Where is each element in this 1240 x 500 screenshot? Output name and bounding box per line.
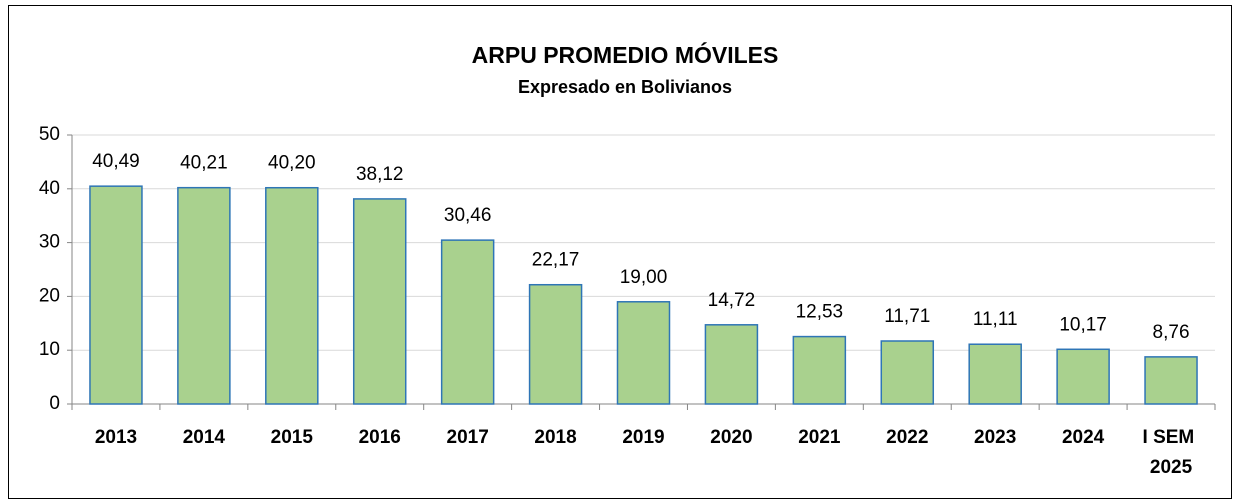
x-tick-label: 2017 [447, 427, 489, 448]
bar [968, 343, 1022, 405]
x-tick-label: 2014 [183, 427, 226, 448]
bar [704, 324, 759, 405]
chart-subtitle: Expresado en Bolivianos [518, 77, 732, 97]
x-tick-label: I SEM 2025 [1143, 427, 1200, 478]
data-label: 30,46 [444, 205, 492, 226]
bar [1056, 348, 1110, 405]
y-tick-label: 10 [39, 339, 60, 360]
bar [89, 185, 143, 405]
data-label: 38,12 [356, 164, 404, 185]
x-tick-label: 2018 [534, 427, 576, 448]
bar [177, 186, 231, 405]
y-tick-label: 20 [39, 285, 60, 306]
data-label: 11,11 [973, 309, 1018, 330]
data-label: 12,53 [796, 302, 844, 323]
bar [265, 186, 319, 405]
data-label: 8,76 [1153, 322, 1190, 343]
bar [616, 301, 671, 405]
bar [880, 340, 935, 405]
bar [792, 335, 847, 405]
data-label: 11,71 [884, 306, 930, 327]
data-label: 19,00 [620, 267, 668, 288]
data-label: 40,49 [92, 151, 140, 172]
chart-title: ARPU PROMEDIO MÓVILES [472, 41, 779, 68]
x-tick-label: 2013 [95, 427, 137, 448]
bar [440, 239, 495, 405]
bar [528, 283, 583, 405]
data-label: 40,21 [180, 153, 228, 174]
bar [1144, 356, 1198, 405]
bar [352, 198, 407, 405]
x-tick-label: 2024 [1062, 427, 1105, 448]
data-label: 14,72 [708, 290, 756, 311]
y-tick-label: 40 [39, 178, 60, 199]
x-tick-label: 2021 [798, 427, 841, 448]
y-tick-label: 0 [49, 393, 60, 414]
data-label: 40,20 [268, 153, 316, 174]
x-tick-label: 2015 [271, 427, 314, 448]
y-tick-label: 30 [39, 232, 60, 253]
x-tick-label: 2016 [359, 427, 401, 448]
x-tick-label: 2020 [710, 427, 752, 448]
x-tick-label: 2019 [622, 427, 664, 448]
x-tick-label: 2023 [974, 427, 1016, 448]
y-tick-label: 50 [39, 124, 60, 145]
data-label: 22,17 [532, 250, 580, 271]
x-tick-label: 2022 [886, 427, 928, 448]
data-label: 10,17 [1059, 314, 1107, 335]
